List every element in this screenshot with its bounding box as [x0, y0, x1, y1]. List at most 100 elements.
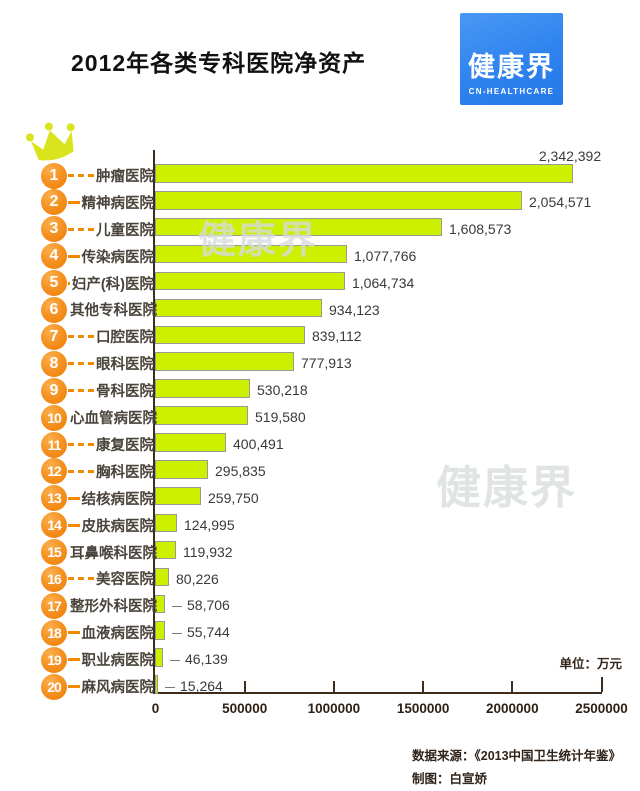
bar — [155, 244, 347, 264]
chart-row: 3 儿童医院 1,608,573 — [0, 216, 640, 243]
bar — [155, 379, 250, 398]
value-label: 295,835 — [215, 462, 266, 479]
bar — [155, 325, 305, 345]
value-label: 530,218 — [257, 382, 308, 399]
leader-dash-line — [68, 685, 80, 689]
bar — [155, 594, 165, 614]
category-label: 口腔医院 — [96, 330, 154, 347]
logo-brand-text: 健康界 — [468, 51, 555, 82]
rank-badge: 13 — [41, 485, 67, 512]
y-axis-line — [153, 150, 155, 693]
value-label: 259,750 — [208, 489, 259, 506]
x-axis-tick-label: 500000 — [222, 701, 268, 716]
bar — [155, 621, 165, 640]
rank-badge: 18 — [41, 619, 67, 646]
leader-dash-line — [68, 362, 94, 366]
x-axis-tick — [422, 681, 425, 692]
rank-badge: 16 — [41, 566, 67, 592]
category-label: 眼科医院 — [96, 357, 154, 374]
chart-row: 18 血液病医院 55,744 — [0, 619, 640, 646]
bar — [155, 675, 158, 694]
leader-dash-line — [68, 577, 94, 581]
category-label: 肿瘤医院 — [96, 168, 154, 185]
chart-row: 8 眼科医院 777,913 — [0, 350, 640, 377]
unit-note: 单位：万元 — [559, 657, 622, 671]
leader-dash-line — [68, 442, 94, 446]
category-label: 康复医院 — [96, 437, 154, 454]
chart-row: 7 口腔医院 839,112 — [0, 323, 640, 350]
chart-row: 11 康复医院 400,491 — [0, 431, 640, 458]
value-label: 58,706 — [172, 592, 230, 619]
x-axis-tick — [511, 681, 514, 692]
leader-dash-line — [68, 173, 94, 177]
value-label: 46,139 — [170, 646, 228, 673]
leader-dash-line — [68, 335, 94, 339]
rank-badge: 8 — [41, 350, 67, 377]
bar — [155, 406, 248, 425]
rank-badge: 3 — [41, 216, 67, 243]
leader-dash-line — [68, 469, 94, 473]
chart-row: 10 心血管病医院 519,580 — [0, 404, 640, 431]
leader-dash-line — [68, 631, 80, 635]
chart-row: 9 骨科医院 530,218 — [0, 377, 640, 404]
bar — [155, 567, 169, 587]
leader-dash-line — [68, 254, 80, 258]
category-label: 耳鼻喉科医院 — [70, 545, 157, 562]
category-label: 结核病医院 — [81, 491, 155, 508]
bar — [155, 513, 177, 533]
x-axis-tick-label: 0 — [151, 701, 160, 716]
chart-row: 4 传染病医院 1,077,766 — [0, 243, 640, 270]
leader-dash-line — [68, 281, 70, 285]
rank-badge: 15 — [41, 539, 67, 566]
x-axis-line — [153, 692, 602, 694]
bar — [155, 271, 345, 291]
bar-chart: 1 肿瘤医院 2,342,392 2 精神病医院 2,054,571 3 儿童医院 1,608,… — [0, 149, 640, 701]
value-leader-dash — [165, 686, 175, 688]
value-label: 55,744 — [172, 619, 230, 646]
value-label: 400,491 — [233, 436, 284, 452]
value-label: 119,932 — [183, 543, 233, 560]
value-leader-dash — [170, 659, 180, 661]
rank-badge: 20 — [41, 673, 67, 700]
leader-dash-line — [68, 523, 80, 527]
bar — [155, 433, 226, 452]
leader-dash-line — [68, 496, 80, 500]
chart-row: 2 精神病医院 2,054,571 — [0, 189, 640, 216]
chart-row: 19 职业病医院 46,139 — [0, 646, 640, 673]
rank-badge: 19 — [41, 646, 67, 673]
rank-badge: 14 — [41, 512, 67, 539]
rank-badge: 12 — [41, 458, 67, 485]
bar — [155, 191, 522, 210]
category-label: 骨科医院 — [96, 384, 154, 401]
value-label: 934,123 — [329, 301, 380, 318]
value-label: 519,580 — [255, 409, 306, 426]
chart-row: 14 皮肤病医院 124,995 — [0, 512, 640, 539]
category-label: 胸科医院 — [96, 464, 154, 481]
value-label: 15,264 — [165, 673, 223, 700]
leader-dash-line — [68, 227, 94, 231]
value-leader-dash — [172, 633, 182, 635]
chart-row: 12 胸科医院 295,835 — [0, 458, 640, 485]
logo-subtext: CN-HEALTHCARE — [468, 86, 555, 96]
bar — [155, 352, 294, 371]
rank-badge: 6 — [41, 297, 67, 323]
rank-badge: 2 — [41, 189, 67, 216]
x-axis-tick-label: 1500000 — [396, 701, 450, 716]
x-axis-tick — [243, 681, 246, 692]
rank-badge: 4 — [41, 243, 67, 270]
rank-badge: 1 — [41, 162, 67, 189]
bar — [155, 164, 573, 183]
x-axis-tick — [332, 681, 335, 692]
category-label: 儿童医院 — [96, 222, 154, 239]
value-label: 839,112 — [312, 328, 362, 345]
x-axis-tick-label: 2500000 — [575, 701, 628, 716]
chart-row: 6 其他专科医院 934,123 — [0, 297, 640, 324]
chart-row: 20 麻风病医院 15,264 — [0, 673, 640, 700]
rank-badge: 10 — [41, 404, 67, 431]
rank-badge: 7 — [41, 323, 67, 350]
value-leader-dash — [172, 606, 182, 608]
bar — [155, 540, 176, 560]
bar — [155, 460, 208, 479]
chart-row: 17 整形外科医院 58,706 — [0, 592, 640, 619]
value-label: 2,342,392 — [538, 148, 602, 164]
